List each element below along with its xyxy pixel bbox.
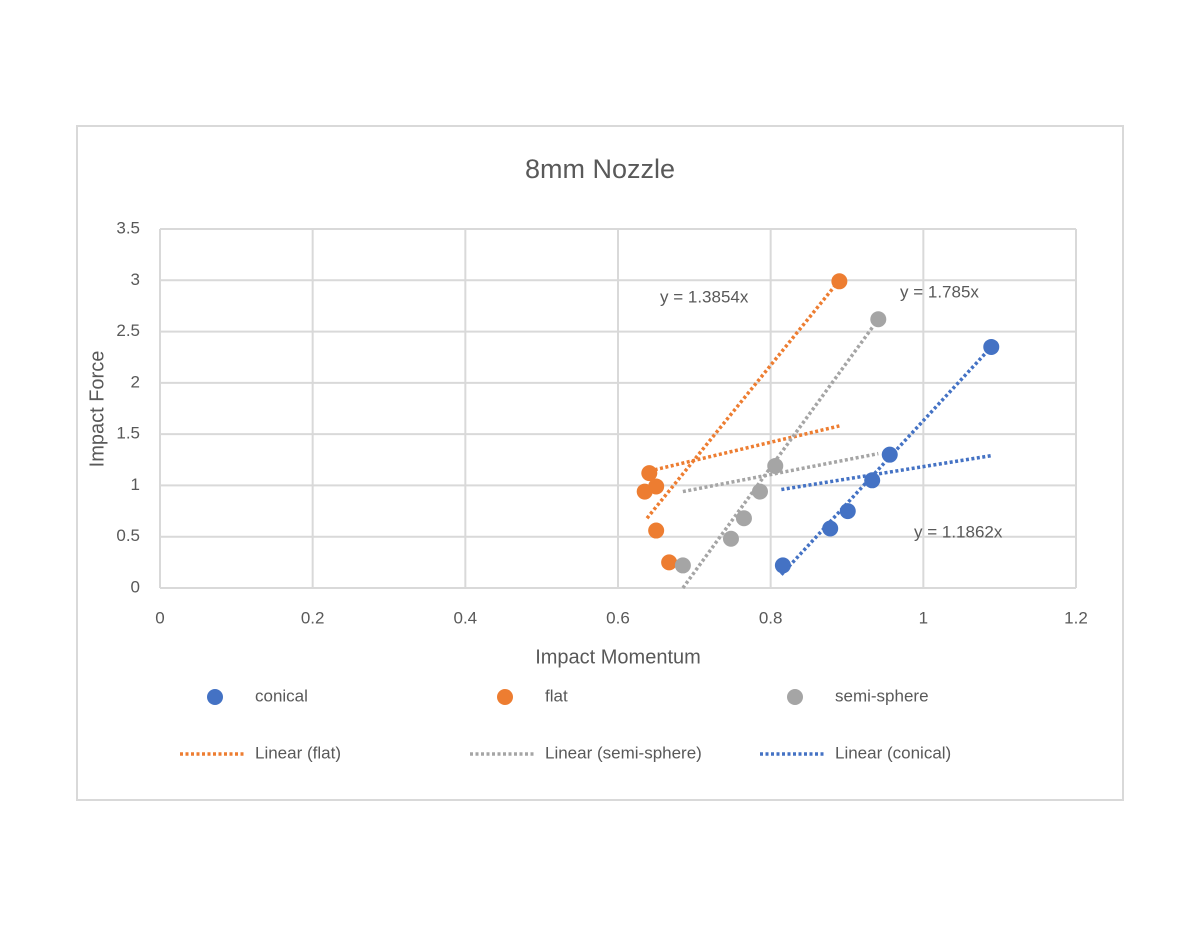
data-point	[822, 520, 839, 537]
trendline	[781, 453, 992, 492]
data-point	[751, 483, 768, 500]
y-tick-label: 3.5	[116, 218, 140, 237]
y-axis-title: Impact Force	[86, 351, 108, 468]
data-point	[983, 338, 1000, 355]
trendline	[645, 279, 841, 520]
x-tick-label: 1	[919, 608, 928, 627]
legend-label: conical	[255, 686, 308, 705]
y-tick-label: 0.5	[116, 526, 140, 545]
x-axis-title: Impact Momentum	[535, 646, 701, 668]
trendline	[681, 318, 880, 590]
x-tick-label: 0.8	[759, 608, 783, 627]
data-point	[881, 446, 898, 463]
x-tick-label: 0	[155, 608, 164, 627]
equation-label: y = 1.1862x	[914, 522, 1003, 541]
data-point	[722, 530, 739, 547]
x-tick-label: 0.6	[606, 608, 630, 627]
data-point	[864, 472, 881, 489]
data-point	[674, 557, 691, 574]
y-tick-label: 2	[131, 372, 140, 391]
y-tick-label: 3	[131, 270, 140, 289]
chart-frame	[76, 125, 1124, 801]
data-point	[839, 503, 856, 520]
x-tick-label: 0.2	[301, 608, 325, 627]
data-point	[831, 273, 848, 290]
data-point	[661, 554, 678, 571]
x-tick-label: 1.2	[1064, 608, 1088, 627]
legend-marker	[497, 689, 513, 705]
data-point	[735, 510, 752, 527]
data-point	[641, 465, 658, 482]
legend-marker	[787, 689, 803, 705]
data-point	[870, 311, 887, 328]
data-point	[767, 457, 784, 474]
legend-marker	[207, 689, 223, 705]
data-point	[636, 483, 653, 500]
y-tick-label: 1	[131, 475, 140, 494]
x-tick-label: 0.4	[454, 608, 478, 627]
data-point	[774, 557, 791, 574]
trendline	[682, 451, 879, 494]
y-tick-label: 1.5	[116, 424, 140, 443]
chart-title: 8mm Nozzle	[525, 154, 675, 184]
y-tick-label: 0	[131, 577, 140, 596]
equation-label: y = 1.3854x	[660, 287, 749, 306]
legend-label: Linear (flat)	[255, 743, 341, 762]
legend-label: Linear (conical)	[835, 743, 951, 762]
data-point	[648, 522, 665, 539]
legend-label: Linear (semi-sphere)	[545, 743, 702, 762]
y-tick-label: 2.5	[116, 321, 140, 340]
equation-label: y = 1.785x	[900, 282, 979, 301]
legend-label: flat	[545, 686, 568, 705]
legend-label: semi-sphere	[835, 686, 929, 705]
